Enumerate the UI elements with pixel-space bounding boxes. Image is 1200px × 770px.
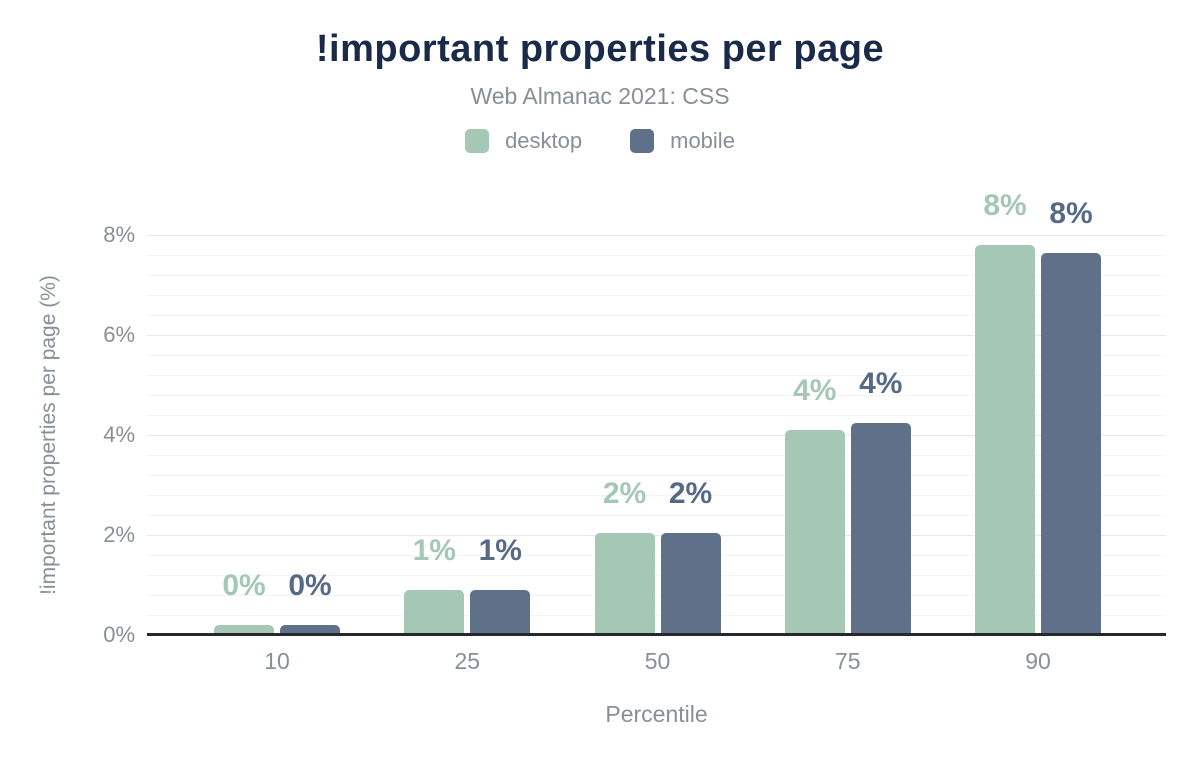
bar-mobile-p10: 0% xyxy=(280,569,340,635)
gridline-minor xyxy=(147,515,1166,516)
chart-title: !important properties per page xyxy=(315,28,885,70)
gridline-major xyxy=(147,535,1166,536)
y-tick-label: 4% xyxy=(103,422,135,447)
bar-mobile-p50: 2% xyxy=(660,477,721,635)
gridline-minor xyxy=(147,455,1166,456)
bar-group-p90: 8% 8% xyxy=(975,189,1101,635)
y-tick-label: 8% xyxy=(103,222,135,247)
gridline-minor xyxy=(147,615,1166,616)
bar-value-label-mobile-p75: 4% xyxy=(859,366,903,400)
plot-area: !important properties per page (%) Perce… xyxy=(37,189,1166,727)
legend-label: desktop xyxy=(505,128,583,153)
bar-value-label-desktop-p10: 0% xyxy=(222,569,266,602)
legend-item-mobile: mobile xyxy=(630,128,735,154)
bar-group-p75: 4% 4% xyxy=(784,367,911,635)
gridline-minor xyxy=(147,555,1166,556)
bar-desktop-p25: 1% xyxy=(404,534,465,635)
bar-value-label-mobile-p25: 1% xyxy=(478,534,522,567)
chart-subtitle: Web Almanac 2021: CSS xyxy=(470,83,730,109)
y-tick-label: 6% xyxy=(103,322,135,347)
legend: desktop mobile xyxy=(0,128,1200,154)
gridline-major xyxy=(147,235,1166,236)
gridline-minor xyxy=(147,275,1166,276)
x-tick-label: 25 xyxy=(454,648,481,674)
bar-desktop-p10: 0% xyxy=(214,569,274,635)
bar-desktop-p50: 2% xyxy=(594,477,655,635)
legend-swatch-icon xyxy=(465,129,490,153)
chart-canvas: !important properties per page Web Alman… xyxy=(0,28,1200,770)
gridline-minor xyxy=(147,395,1166,396)
gridline-minor xyxy=(147,355,1166,356)
y-tick-label: 2% xyxy=(103,522,135,547)
bar-value-label-desktop-p25: 1% xyxy=(412,534,456,567)
gridline-minor xyxy=(147,315,1166,316)
bar-value-label-mobile-p50: 2% xyxy=(668,476,713,510)
bar-group-p25: 1% 1% xyxy=(404,534,531,635)
bar-value-label-desktop-p50: 2% xyxy=(602,476,647,510)
bar-mobile-p75: 4% xyxy=(850,367,911,635)
gridline-minor xyxy=(147,575,1166,576)
bar-value-label-desktop-p90: 8% xyxy=(983,189,1027,222)
y-tick-label: 0% xyxy=(103,622,135,647)
gridline-minor xyxy=(147,295,1166,296)
bar-group-p50: 2% 2% xyxy=(594,477,721,635)
legend-label: mobile xyxy=(670,128,735,153)
legend-swatch-icon xyxy=(630,129,655,153)
gridline-minor xyxy=(147,595,1166,596)
y-axis-title: !important properties per page (%) xyxy=(37,275,60,595)
bar-value-label-desktop-p75: 4% xyxy=(793,374,837,407)
gridline-major xyxy=(147,435,1166,436)
x-tick-label: 10 xyxy=(264,648,290,674)
gridline-major xyxy=(147,335,1166,336)
x-tick-label: 90 xyxy=(1025,648,1051,674)
gridline-minor xyxy=(147,495,1166,496)
bar-group-p10: 0% 0% xyxy=(214,569,340,635)
x-tick-label: 50 xyxy=(644,648,671,674)
bar-value-label-mobile-p10: 0% xyxy=(288,569,332,602)
bar-mobile-p90: 8% xyxy=(1041,197,1101,635)
gridline-minor xyxy=(147,475,1166,476)
x-axis-title: Percentile xyxy=(605,701,708,727)
bar-desktop-p75: 4% xyxy=(784,374,845,635)
gridline-minor xyxy=(147,375,1166,376)
gridline-minor xyxy=(147,415,1166,416)
bar-mobile-p25: 1% xyxy=(470,534,531,635)
legend-item-desktop: desktop xyxy=(465,128,582,154)
x-axis-line xyxy=(147,633,1166,636)
bar-value-label-mobile-p90: 8% xyxy=(1049,196,1093,230)
gridline-minor xyxy=(147,255,1166,256)
bar-desktop-p90: 8% xyxy=(975,189,1035,635)
x-tick-label: 75 xyxy=(834,648,861,674)
